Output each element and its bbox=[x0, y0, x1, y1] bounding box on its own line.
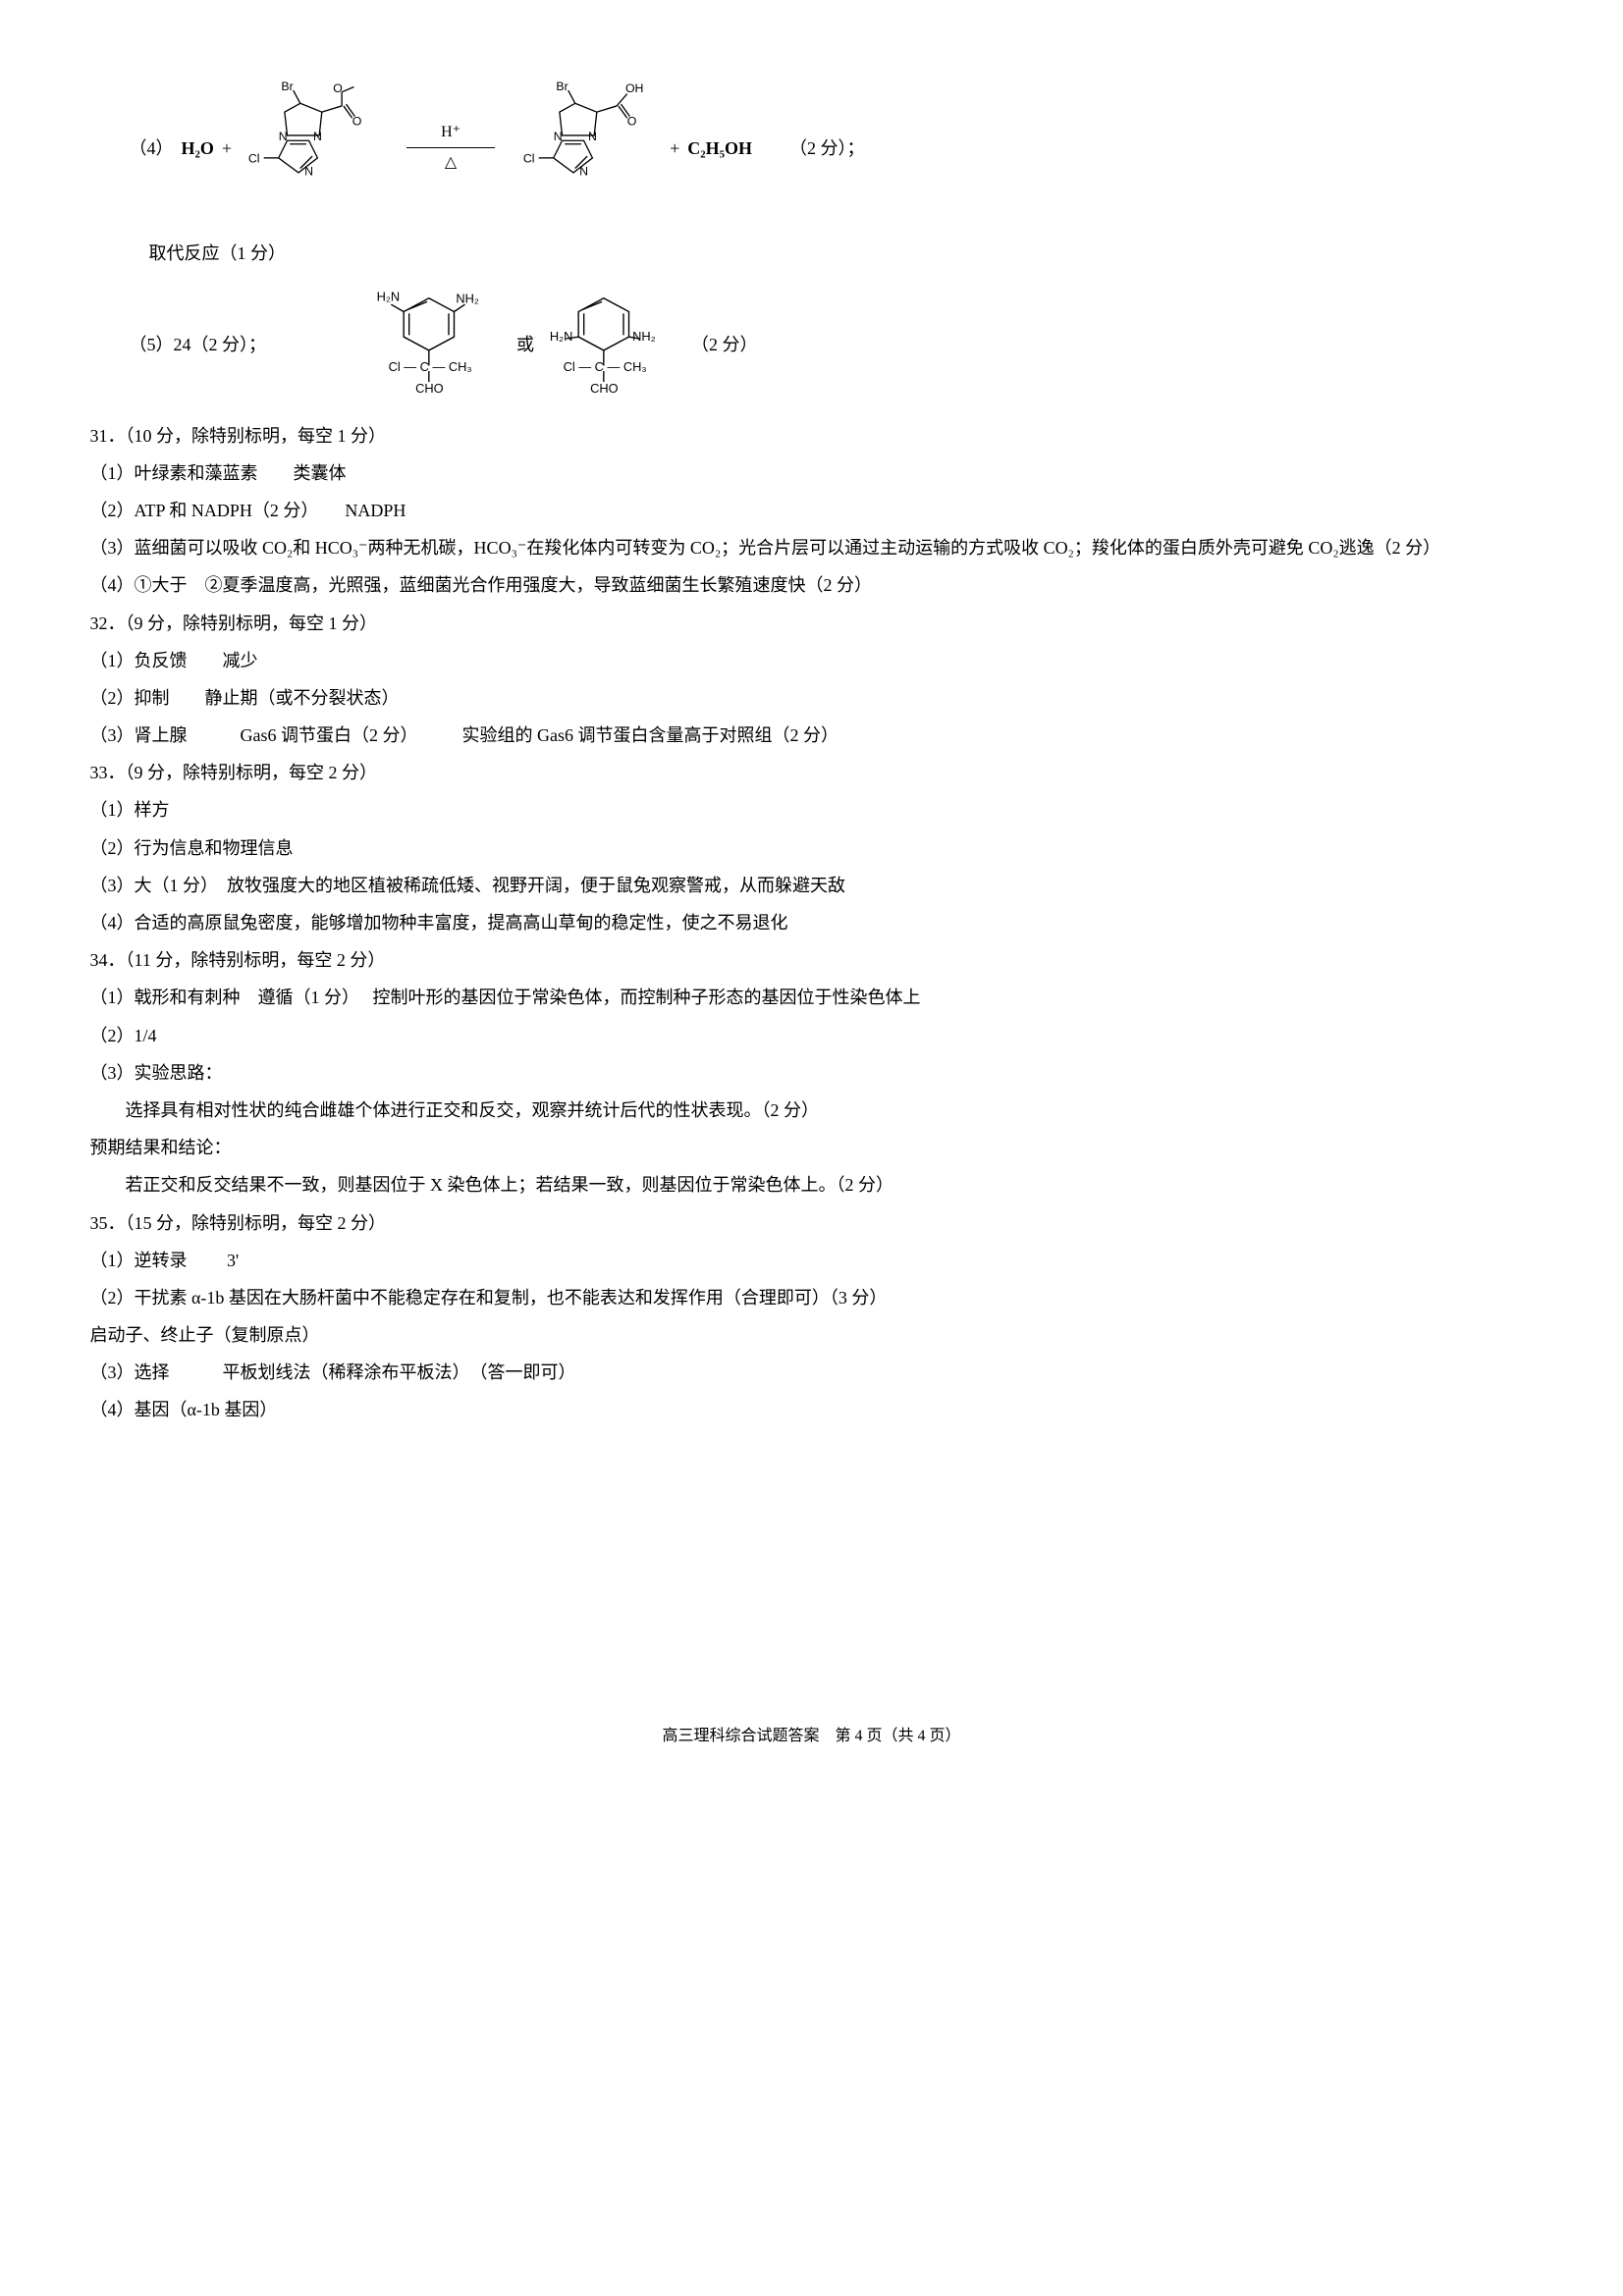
q31-a3: （3）蓝细菌可以吸收 CO₂和 HCO₃⁻两种无机碳，HCO₃⁻在羧化体内可转变… bbox=[90, 531, 1534, 564]
svg-text:N: N bbox=[579, 165, 588, 179]
svg-text:O: O bbox=[352, 114, 362, 128]
q4-plus2: + bbox=[670, 132, 679, 165]
isomer1-svg: H₂N NH₂ Cl — C — CH₃ CHO bbox=[374, 285, 502, 393]
q35-header: 35．（15 分，除特别标明，每空 2 分） bbox=[90, 1206, 1534, 1240]
reaction-arrow: H⁺ △ bbox=[406, 118, 495, 179]
q34-a3-result: 若正交和反交结果不一致，则基因位于 X 染色体上；若结果一致，则基因位于常染色体… bbox=[90, 1168, 1534, 1201]
q4-product-structure: N N Br O OH N Cl bbox=[514, 79, 662, 217]
molecule-reactant-svg: N N Br O O N Cl bbox=[240, 79, 387, 206]
q34-a1: （1）戟形和有刺种 遵循（1 分） 控制叶形的基因位于常染色体，而控制种子形态的… bbox=[90, 981, 1534, 1014]
q35-a3: （3）选择 平板划线法（稀释涂布平板法） （答一即可） bbox=[90, 1356, 1534, 1389]
q35-a2: （2）干扰素 α-1b 基因在大肠杆菌中不能稳定存在和复制，也不能表达和发挥作用… bbox=[90, 1281, 1534, 1314]
q4-product2: C₂H₅OH bbox=[687, 132, 752, 165]
svg-text:Br: Br bbox=[556, 80, 568, 93]
q33-a1: （1）样方 bbox=[90, 793, 1534, 827]
q4-plus1: + bbox=[222, 132, 232, 165]
svg-text:N: N bbox=[588, 130, 597, 143]
q34-a2: （2）1/4 bbox=[90, 1019, 1534, 1052]
page-footer: 高三理科综合试题答案 第 4 页（共 4 页） bbox=[90, 1722, 1534, 1751]
svg-text:O: O bbox=[627, 114, 637, 128]
q31-a4: （4）①大于 ②夏季温度高，光照强，蓝细菌光合作用强度大，导致蓝细菌生长繁殖速度… bbox=[90, 568, 1534, 602]
q32-a1: （1）负反馈 减少 bbox=[90, 644, 1534, 677]
svg-text:N: N bbox=[304, 165, 313, 179]
q34-header: 34．（11 分，除特别标明，每空 2 分） bbox=[90, 943, 1534, 977]
q33-a2: （2）行为信息和物理信息 bbox=[90, 831, 1534, 865]
q4-reaction-type: 取代反应（1 分） bbox=[149, 237, 1534, 270]
q5-row: （5）24（2 分）； H₂N NH₂ Cl — C — CH₃ CHO 或 bbox=[130, 285, 1534, 403]
q5-structure2: H₂N NH₂ Cl — C — CH₃ CHO bbox=[549, 285, 676, 403]
q35-a1: （1）逆转录 3' bbox=[90, 1244, 1534, 1277]
q32-header: 32．（9 分，除特别标明，每空 1 分） bbox=[90, 607, 1534, 640]
q4-reactant1: H₂O bbox=[182, 132, 214, 165]
svg-text:N: N bbox=[313, 130, 322, 143]
q5-or: 或 bbox=[516, 328, 534, 361]
q5-label: （5）24（2 分）； bbox=[130, 328, 267, 361]
arrow-bottom: △ bbox=[445, 148, 457, 178]
arrow-top: H⁺ bbox=[441, 118, 460, 147]
q4-score: （2 分）； bbox=[789, 132, 865, 165]
q5-score: （2 分） bbox=[691, 328, 758, 361]
svg-text:H₂N: H₂N bbox=[550, 329, 573, 344]
q32-a3: （3）肾上腺 Gas6 调节蛋白（2 分） 实验组的 Gas6 调节蛋白含量高于… bbox=[90, 719, 1534, 752]
molecule-product-svg: N N Br O OH N Cl bbox=[514, 79, 662, 206]
q32-a2: （2）抑制 静止期（或不分裂状态） bbox=[90, 681, 1534, 715]
svg-text:Cl: Cl bbox=[523, 151, 535, 165]
svg-text:H₂N: H₂N bbox=[377, 290, 401, 304]
q34-a3-detail: 选择具有相对性状的纯合雌雄个体进行正交和反交，观察并统计后代的性状表现。（2 分… bbox=[90, 1094, 1534, 1127]
q4-label: （4） bbox=[130, 132, 174, 165]
q35-a2b: 启动子、终止子（复制原点） bbox=[90, 1318, 1534, 1352]
svg-text:CHO: CHO bbox=[590, 381, 619, 393]
svg-text:N: N bbox=[279, 130, 288, 143]
q31-a1: （1）叶绿素和藻蓝素 类囊体 bbox=[90, 456, 1534, 490]
q33-a3: （3）大（1 分） 放牧强度大的地区植被稀疏低矮、视野开阔，便于鼠兔观察警戒，从… bbox=[90, 869, 1534, 902]
q33-a4: （4）合适的高原鼠兔密度，能够增加物种丰富度，提高高山草甸的稳定性，使之不易退化 bbox=[90, 906, 1534, 939]
q34-a3: （3）实验思路： bbox=[90, 1056, 1534, 1090]
q35-a4: （4）基因（α-1b 基因） bbox=[90, 1393, 1534, 1426]
svg-text:CHO: CHO bbox=[415, 381, 444, 393]
q34-a3-result-label: 预期结果和结论： bbox=[90, 1131, 1534, 1164]
isomer2-svg: H₂N NH₂ Cl — C — CH₃ CHO bbox=[549, 285, 676, 393]
svg-text:OH: OH bbox=[625, 81, 644, 95]
svg-text:NH₂: NH₂ bbox=[632, 329, 656, 344]
svg-text:Cl — C — CH₃: Cl — C — CH₃ bbox=[564, 359, 647, 374]
q31-header: 31．（10 分，除特别标明，每空 1 分） bbox=[90, 419, 1534, 453]
q4-reactant-structure: N N Br O O N Cl bbox=[240, 79, 387, 217]
svg-text:N: N bbox=[554, 130, 563, 143]
q4-equation-row: （4） H₂O + N N Br O O bbox=[130, 79, 1534, 217]
q33-header: 33．（9 分，除特别标明，每空 2 分） bbox=[90, 756, 1534, 789]
svg-text:Cl: Cl bbox=[248, 151, 260, 165]
svg-text:O: O bbox=[333, 81, 343, 95]
q5-structure1: H₂N NH₂ Cl — C — CH₃ CHO bbox=[374, 285, 502, 403]
page-container: （4） H₂O + N N Br O O bbox=[90, 79, 1534, 1751]
svg-text:Br: Br bbox=[281, 80, 293, 93]
q31-a2: （2）ATP 和 NADPH（2 分） NADPH bbox=[90, 494, 1534, 527]
svg-text:Cl — C — CH₃: Cl — C — CH₃ bbox=[389, 359, 472, 374]
svg-text:NH₂: NH₂ bbox=[456, 292, 479, 306]
